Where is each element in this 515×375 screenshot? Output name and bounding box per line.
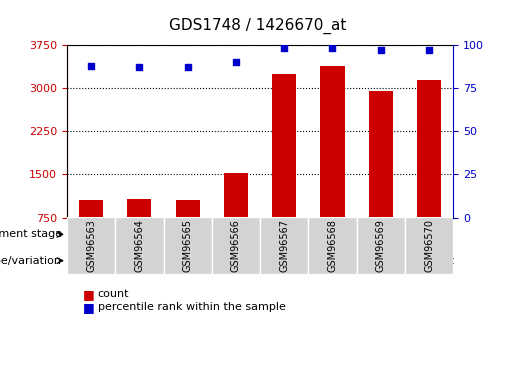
Text: GSM96569: GSM96569 (376, 219, 386, 272)
Text: GSM96564: GSM96564 (134, 219, 144, 272)
Text: GSM96570: GSM96570 (424, 219, 434, 272)
Text: GSM96563: GSM96563 (86, 219, 96, 272)
Bar (176, 200, 200, 217)
FancyBboxPatch shape (260, 223, 453, 246)
FancyBboxPatch shape (308, 217, 356, 274)
Text: count: count (98, 290, 129, 299)
Text: development stage: development stage (0, 230, 62, 239)
Text: GDS1748 / 1426670_at: GDS1748 / 1426670_at (169, 18, 346, 34)
Bar (127, 198, 151, 217)
Text: Lim1  null mutant: Lim1 null mutant (355, 256, 454, 266)
Bar (417, 80, 441, 218)
Point (183, 64, 192, 70)
Point (135, 64, 144, 70)
Point (280, 45, 288, 51)
Text: ■: ■ (82, 301, 94, 314)
FancyBboxPatch shape (67, 249, 163, 272)
Text: GSM96567: GSM96567 (279, 219, 289, 272)
Text: Lim1  null mutant: Lim1 null mutant (162, 256, 261, 266)
FancyBboxPatch shape (67, 223, 260, 246)
FancyBboxPatch shape (260, 249, 356, 272)
FancyBboxPatch shape (405, 217, 453, 274)
Bar (79, 200, 103, 217)
Text: E14.5: E14.5 (146, 228, 181, 241)
Text: GSM96565: GSM96565 (183, 219, 193, 272)
FancyBboxPatch shape (67, 217, 115, 274)
Point (425, 47, 433, 53)
Text: GSM96568: GSM96568 (328, 219, 337, 272)
FancyBboxPatch shape (356, 249, 453, 272)
Text: percentile rank within the sample: percentile rank within the sample (98, 303, 286, 312)
Point (376, 47, 385, 53)
FancyBboxPatch shape (356, 217, 405, 274)
Point (232, 59, 240, 65)
Text: genotype/variation: genotype/variation (0, 256, 62, 266)
Text: ■: ■ (82, 288, 94, 301)
Bar (272, 74, 296, 217)
FancyBboxPatch shape (163, 249, 260, 272)
Point (87, 63, 95, 69)
Text: GSM96566: GSM96566 (231, 219, 241, 272)
Text: E18.5: E18.5 (339, 228, 374, 241)
Point (329, 45, 337, 51)
Bar (369, 91, 393, 218)
FancyBboxPatch shape (115, 217, 163, 274)
Text: control: control (289, 256, 328, 266)
Bar (320, 66, 345, 218)
FancyBboxPatch shape (163, 217, 212, 274)
Text: control: control (96, 256, 134, 266)
Bar (224, 173, 248, 217)
FancyBboxPatch shape (212, 217, 260, 274)
FancyBboxPatch shape (260, 217, 308, 274)
